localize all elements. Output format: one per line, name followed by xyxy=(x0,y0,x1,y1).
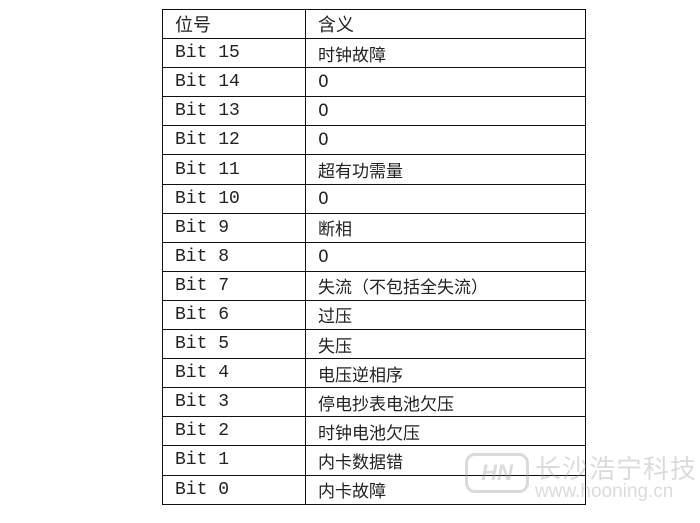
meaning-cell: 时钟故障 xyxy=(305,38,586,69)
meaning-cell: 时钟电池欠压 xyxy=(305,416,586,447)
table-row: Bit 15 时钟故障 xyxy=(162,38,586,69)
meaning-cell: 过压 xyxy=(305,299,586,331)
meaning-cell: 断相 xyxy=(305,212,586,243)
table-row: Bit 4 电压逆相序 xyxy=(162,358,586,389)
bit-cell: Bit 13 xyxy=(162,96,306,127)
table-row: Bit 11 超有功需量 xyxy=(162,154,586,185)
meaning-cell: 0 xyxy=(305,96,586,127)
watermark-company: 长沙浩宁科技 xyxy=(535,455,698,485)
table-row: Bit 5 失压 xyxy=(162,329,586,360)
meaning-cell: 失流（不包括全失流） xyxy=(305,270,586,301)
table-row: Bit 9 断相 xyxy=(162,212,586,243)
table-row: Bit 1 内卡数据错 xyxy=(162,445,586,476)
meaning-cell: 内卡数据错 xyxy=(305,445,586,476)
table-row: Bit 12 0 xyxy=(162,125,586,156)
meaning-cell: 0 xyxy=(305,183,586,214)
company-logo-icon: HN xyxy=(465,453,529,493)
table-row: Bit 10 0 xyxy=(162,183,586,214)
meaning-cell: 超有功需量 xyxy=(305,154,586,185)
table-row: Bit 6 过压 xyxy=(162,299,586,331)
bit-cell: Bit 6 xyxy=(162,299,306,331)
bit-cell: Bit 7 xyxy=(162,270,306,301)
header-meaning: 含义 xyxy=(305,8,586,40)
bit-cell: Bit 14 xyxy=(162,67,306,98)
bit-definition-table: 位号 含义 Bit 15 时钟故障 Bit 14 0 Bit 13 0 Bit 12 0 Bit… xyxy=(162,8,586,505)
table-row: Bit 14 0 xyxy=(162,67,586,98)
header-bit: 位号 xyxy=(162,8,306,40)
table-row: Bit 0 内卡故障 xyxy=(162,474,586,505)
bit-cell: Bit 3 xyxy=(162,387,306,418)
bit-cell: Bit 9 xyxy=(162,212,306,243)
bit-cell: Bit 0 xyxy=(162,474,306,505)
bit-cell: Bit 4 xyxy=(162,358,306,389)
table-row: Bit 2 时钟电池欠压 xyxy=(162,416,586,447)
meaning-cell: 电压逆相序 xyxy=(305,358,586,389)
bit-cell: Bit 5 xyxy=(162,329,306,360)
meaning-cell: 0 xyxy=(305,125,586,156)
meaning-cell: 0 xyxy=(305,241,586,272)
bit-cell: Bit 2 xyxy=(162,416,306,447)
watermark-url: www.hooning.cn xyxy=(535,481,674,502)
bit-cell: Bit 10 xyxy=(162,183,306,214)
bit-cell: Bit 12 xyxy=(162,125,306,156)
bit-cell: Bit 1 xyxy=(162,445,306,476)
table-row: Bit 13 0 xyxy=(162,96,586,127)
meaning-cell: 失压 xyxy=(305,329,586,360)
meaning-cell: 停电抄表电池欠压 xyxy=(305,387,586,418)
bit-cell: Bit 8 xyxy=(162,241,306,272)
bit-cell: Bit 15 xyxy=(162,38,306,69)
meaning-cell: 0 xyxy=(305,67,586,98)
table-row: Bit 7 失流（不包括全失流） xyxy=(162,270,586,301)
meaning-cell: 内卡故障 xyxy=(305,474,586,505)
bit-cell: Bit 11 xyxy=(162,154,306,185)
table-row: Bit 3 停电抄表电池欠压 xyxy=(162,387,586,418)
table-header-row: 位号 含义 xyxy=(162,8,586,40)
